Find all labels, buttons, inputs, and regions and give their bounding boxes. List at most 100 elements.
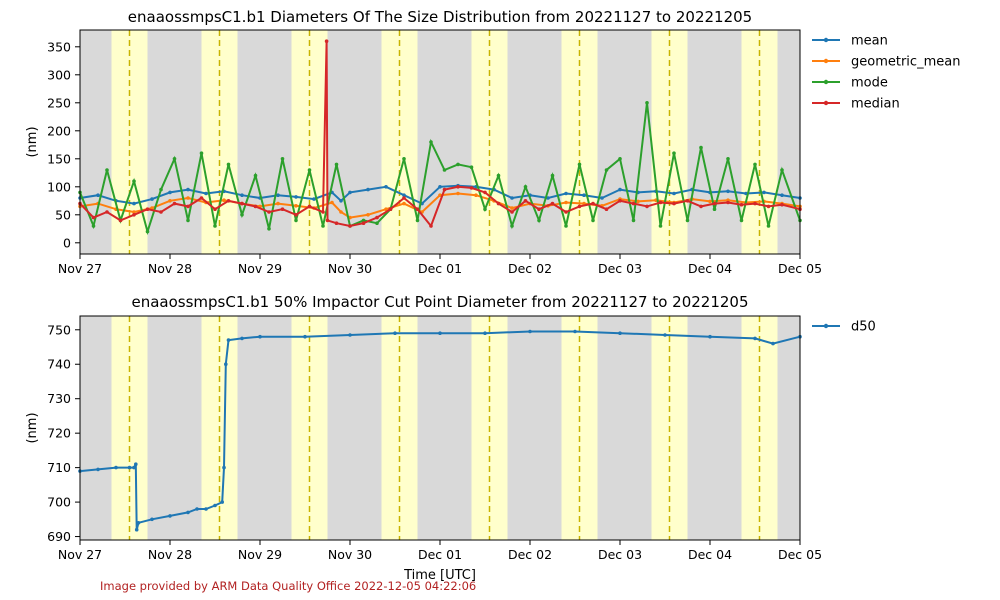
diameters-x-tick-label: Dec 02 <box>508 261 552 276</box>
d50-point-d50 <box>618 331 622 336</box>
diameters-point-geometric_mean <box>456 191 460 196</box>
diameters-point-median <box>537 207 541 211</box>
diameters-point-geometric_mean <box>384 207 388 211</box>
d50-legend-label-d50: d50 <box>851 320 876 335</box>
diameters-point-mode <box>280 157 285 161</box>
diameters-point-mode <box>402 157 406 161</box>
diameters-point-geometric_mean <box>564 200 568 205</box>
diameters-point-median <box>159 210 163 214</box>
diameters-point-median <box>118 218 123 223</box>
diameters-y-tick-label: 300 <box>47 67 71 82</box>
diameters-point-mode <box>577 162 582 167</box>
diameters-x-tick-label: Nov 30 <box>328 261 372 276</box>
diameters-point-mode <box>726 157 730 161</box>
diameters-point-mode <box>213 224 217 228</box>
diameters-point-geometric_mean <box>636 199 640 204</box>
diameters-point-mode <box>105 168 109 172</box>
diameters-point-mean <box>546 196 550 200</box>
diameters-chart: enaaossmpsC1.b1 Diameters Of The Size Di… <box>25 8 960 276</box>
diameters-point-median <box>618 199 622 203</box>
diameters-point-mean <box>339 199 343 203</box>
diameters-point-mean <box>312 197 316 201</box>
diameters-point-median <box>672 201 676 206</box>
diameters-point-median <box>321 210 325 214</box>
diameters-point-median <box>199 196 204 200</box>
diameters-point-geometric_mean <box>168 199 172 203</box>
diameters-point-median <box>361 221 366 225</box>
diameters-point-geometric_mean <box>402 201 406 206</box>
d50-point-d50 <box>195 507 199 511</box>
d50-point-d50 <box>483 331 487 336</box>
diameters-x-tick-label: Dec 03 <box>598 261 642 276</box>
diameters-point-median <box>145 207 150 211</box>
diameters-point-mode <box>240 213 244 217</box>
diameters-point-mean <box>384 185 388 189</box>
d50-point-d50 <box>303 334 307 339</box>
diameters-point-mode <box>159 187 163 192</box>
diameters-y-tick-label: 0 <box>63 235 71 250</box>
diameters-point-mode <box>685 218 690 223</box>
d50-y-tick-label: 710 <box>47 460 71 475</box>
diameters-point-mode <box>699 145 703 150</box>
diameters-series <box>78 39 802 236</box>
diameters-point-median <box>91 215 96 220</box>
diameters-point-median <box>726 200 730 205</box>
diameters-point-median <box>591 201 595 206</box>
diameters-point-mean <box>564 191 568 196</box>
diameters-point-median <box>577 204 582 209</box>
diameters-point-mode <box>186 218 190 223</box>
diameters-point-mean <box>186 187 190 192</box>
d50-point-d50 <box>132 465 136 470</box>
d50-x-tick-label: Nov 28 <box>148 547 192 562</box>
diameters-legend-marker-median <box>823 100 829 106</box>
diameters-point-median <box>267 210 271 214</box>
d50-y-tick-label: 700 <box>47 495 71 510</box>
diameters-point-median <box>105 210 109 214</box>
diameters-point-mode <box>294 218 298 223</box>
diameters-x-ticks: Nov 27 Nov 28 Nov 29 Nov 30 Dec 01 Dec 02 Dec … <box>58 254 822 276</box>
diameters-x-tick-label: Nov 29 <box>238 261 282 276</box>
d50-point-d50 <box>753 336 757 341</box>
d50-point-d50 <box>222 465 226 470</box>
d50-x-axis-label: Time [UTC] <box>403 568 476 583</box>
diameters-point-mean <box>762 190 766 195</box>
diameters-point-median <box>226 199 231 203</box>
diameters-point-mode <box>429 140 433 144</box>
diameters-point-mode <box>550 173 555 178</box>
diameters-point-median <box>604 207 609 211</box>
diameters-point-median <box>699 204 703 209</box>
d50-point-d50 <box>186 510 190 515</box>
diameters-point-geometric_mean <box>438 193 442 197</box>
d50-point-d50 <box>168 514 172 518</box>
diameters-point-median <box>631 201 636 206</box>
diameters-point-mode <box>523 185 528 189</box>
d50-y-tick-label: 730 <box>47 391 71 406</box>
diameters-point-mode <box>307 168 312 172</box>
diameters-point-median <box>334 221 339 225</box>
diameters-point-median <box>645 204 649 209</box>
d50-y-ticks: 690 700 710 720 730 740 750 <box>47 322 80 544</box>
diameters-point-geometric_mean <box>186 196 190 200</box>
diameters-point-median <box>739 202 744 207</box>
diameters-series-mean <box>79 184 801 205</box>
diameters-point-mean <box>150 197 154 201</box>
d50-chart-title: enaaossmpsC1.b1 50% Impactor Cut Point D… <box>132 293 749 311</box>
diameters-point-mode <box>631 218 636 223</box>
diameters-point-median <box>324 39 329 43</box>
diameters-x-tick-label: Nov 28 <box>148 261 192 276</box>
diameters-y-tick-label: 200 <box>47 123 71 138</box>
diameters-point-geometric_mean <box>294 204 298 208</box>
d50-y-tick-label: 720 <box>47 426 71 441</box>
diameters-point-mode <box>172 157 177 161</box>
diameters-x-tick-label: Dec 05 <box>778 261 822 276</box>
d50-point-d50 <box>220 500 224 504</box>
diameters-series-median <box>79 41 801 229</box>
d50-x-tick-label: Dec 03 <box>598 547 642 562</box>
diameters-point-mode <box>253 173 258 178</box>
diameters-point-mode <box>658 224 663 228</box>
d50-point-d50 <box>438 331 442 336</box>
diameters-point-mode <box>739 218 744 223</box>
d50-series <box>78 329 802 532</box>
